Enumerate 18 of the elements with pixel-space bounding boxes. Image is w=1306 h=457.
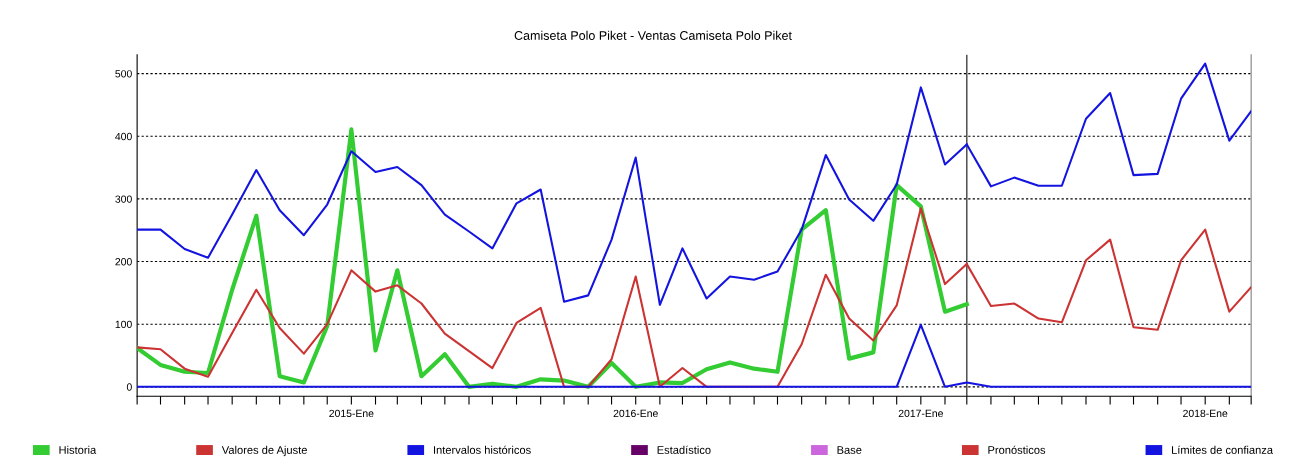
y-tick-label: 300 (115, 195, 132, 203)
x-tick-label: 2017-Ene (898, 409, 943, 418)
x-tick-label: 2015-Ene (329, 409, 374, 418)
y-tick-label: 0 (126, 383, 132, 391)
y-tick-label: 100 (115, 320, 132, 329)
legend-label: Valores de Ajuste (221, 445, 307, 457)
x-tick-label: 2016-Ene (613, 409, 658, 418)
y-tick-label: 200 (115, 258, 132, 266)
y-tick-label: 500 (115, 70, 132, 78)
legend-label: Límites de confianza (1172, 445, 1274, 454)
x-tick-label: 2018-Ene (1183, 409, 1228, 418)
legend-label: Intervalos históricos (434, 445, 531, 454)
legend-label: Pronósticos (988, 445, 1046, 454)
y-tick-label: 400 (115, 132, 132, 141)
legend-label: Historia (59, 445, 97, 454)
chart-title: Camiseta Polo Piket - Ventas Camiseta Polo Piket (514, 30, 792, 40)
legend-label: Estadístico (657, 445, 711, 454)
legend-label: Base (837, 446, 862, 454)
